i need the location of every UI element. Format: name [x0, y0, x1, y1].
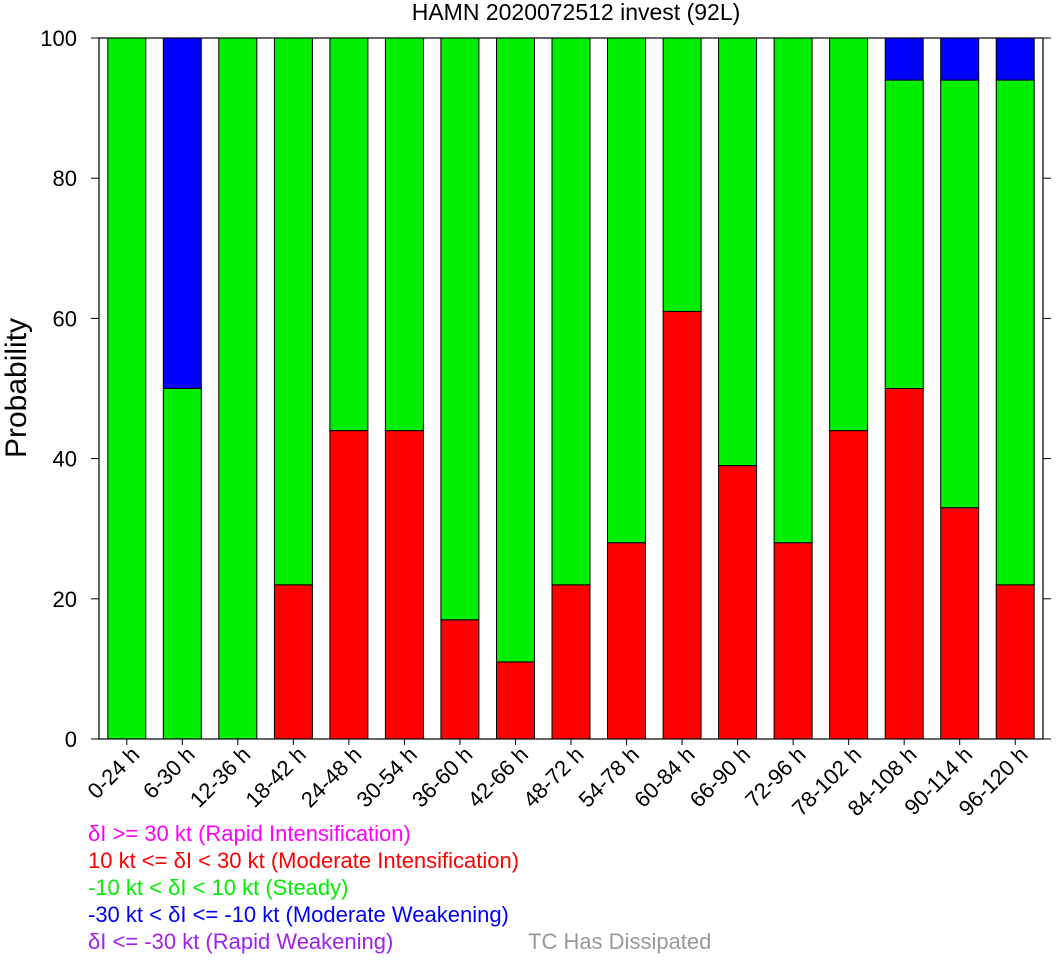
y-tick-label: 80: [53, 166, 77, 191]
x-tick-label: 30-54 h: [351, 742, 421, 812]
bar-segment-1-9: [607, 37, 646, 544]
bar-segment-0-16: [995, 584, 1035, 740]
x-tick-label: 12-36 h: [185, 742, 255, 812]
chart-title: HAMN 2020072512 invest (92L): [412, 0, 741, 25]
bar-segment-1-11: [718, 37, 758, 467]
bar-segment-0-3: [273, 584, 313, 740]
bar-segment-2-14: [884, 37, 924, 81]
bar-segment-0-14: [884, 388, 924, 740]
bar-segment-2-1: [162, 37, 202, 389]
bar-segment-0-5: [384, 430, 424, 740]
bar-segment-0-12: [773, 542, 813, 740]
y-tick-label: 100: [40, 26, 77, 51]
bar-segment-1-6: [440, 37, 480, 621]
bar-segment-0-6: [440, 619, 480, 740]
bar-segment-1-5: [384, 37, 424, 432]
bar-segment-1-14: [884, 79, 924, 389]
legend-moderate-weakening: -30 kt < δI <= -10 kt (Moderate Weakenin…: [88, 902, 509, 927]
bar-segment-0-13: [829, 430, 869, 740]
bar-segment-0-9: [607, 542, 646, 740]
bar-segment-0-7: [496, 661, 535, 740]
stacked-bar-chart: HAMN 2020072512 invest (92L) Probability…: [0, 0, 1051, 818]
plot-frame: [98, 37, 1044, 740]
bars-group: [107, 37, 1035, 740]
bar-segment-1-3: [273, 37, 313, 586]
x-tick-label: 48-72 h: [518, 742, 588, 812]
x-tick-label: 0-24 h: [83, 742, 145, 804]
y-tick-label: 60: [53, 306, 77, 331]
bar-segment-1-16: [995, 79, 1035, 586]
legend-rapid-weakening: δI <= -30 kt (Rapid Weakening): [88, 929, 394, 954]
x-tick-label: 42-66 h: [463, 742, 533, 812]
x-tick-label: 54-78 h: [574, 742, 644, 812]
bar-segment-1-7: [496, 37, 535, 663]
bar-segment-1-2: [218, 37, 258, 740]
bar-segment-1-0: [107, 37, 147, 740]
bar-segment-1-13: [829, 37, 869, 432]
bar-segment-1-12: [773, 37, 813, 544]
bar-segment-0-11: [718, 465, 758, 740]
legend-steady: -10 kt < δI < 10 kt (Steady): [88, 875, 349, 900]
bar-segment-2-15: [940, 37, 980, 81]
x-tick-label: 24-48 h: [296, 742, 366, 812]
legend-rapid-intensification: δI >= 30 kt (Rapid Intensification): [88, 821, 411, 846]
bar-segment-1-8: [551, 37, 591, 586]
x-tick-label: 60-84 h: [629, 742, 699, 812]
x-tick-label: 66-90 h: [685, 742, 755, 812]
bar-segment-0-15: [940, 507, 980, 740]
bar-segment-2-16: [995, 37, 1035, 81]
bar-segment-1-10: [662, 37, 702, 312]
y-tick-label: 20: [53, 587, 77, 612]
legend-moderate-intensification: 10 kt <= δI < 30 kt (Moderate Intensific…: [88, 848, 520, 873]
bar-segment-0-10: [662, 310, 702, 740]
x-tick-label: 36-60 h: [407, 742, 477, 812]
bar-segment-0-8: [551, 584, 591, 740]
legend-tc-dissipated: TC Has Dissipated: [528, 929, 712, 954]
bar-segment-1-4: [329, 37, 369, 432]
bar-segment-1-15: [940, 79, 980, 509]
y-tick-label: 0: [65, 727, 77, 752]
y-axis-label: Probability: [0, 318, 33, 458]
y-tick-label: 40: [53, 447, 77, 472]
bar-segment-1-1: [162, 388, 202, 740]
x-tick-label: 18-42 h: [240, 742, 310, 812]
bar-segment-0-4: [329, 430, 369, 740]
